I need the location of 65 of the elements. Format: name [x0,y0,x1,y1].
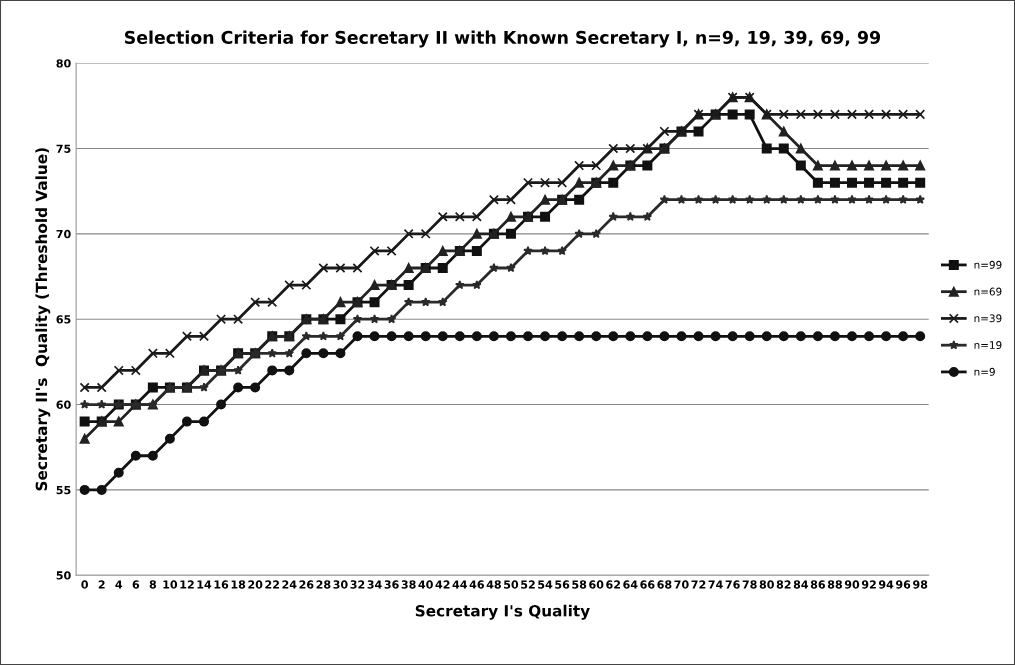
x-tick-label: 50 [504,580,519,589]
x-tick-label: 68 [657,580,672,589]
x-tick-label: 30 [333,580,348,589]
x-tick-label: 60 [589,580,604,589]
x-tick-label: 12 [180,580,194,589]
x-tick-label: 34 [367,580,382,589]
x-tick-label: 96 [895,580,911,589]
x-axis-title: Secretary I's Quality [415,604,590,620]
x-tick-label: 44 [452,580,468,589]
x-tick-label: 48 [486,580,501,589]
x-tick-label: 92 [861,580,876,589]
x-tick-label: 38 [401,580,416,589]
x-tick-label: 64 [623,580,638,589]
legend-label: n=39 [974,314,1002,323]
chart-title: Selection Criteria for Secretary II with Known Secretary I, n=9, 19, 39, 69, 99 [124,30,881,48]
y-tick-label: 60 [56,400,71,409]
x-tick-label: 20 [248,580,263,589]
y-tick-label: 55 [56,486,71,495]
x-tick-label: 70 [674,580,689,589]
x-tick-label: 72 [691,580,706,589]
x-tick-label: 84 [793,580,809,589]
x-tick-label: 2 [98,580,105,589]
x-tick-label: 24 [282,580,297,589]
y-tick-label: 75 [56,144,71,153]
y-axis-title: Secretary II's Quality (Threshold Value) [35,148,51,491]
x-tick-label: 46 [469,580,484,589]
x-tick-label: 56 [555,580,570,589]
y-tick-label: 50 [56,571,71,580]
legend-label: n=9 [974,367,995,376]
x-tick-label: 0 [81,580,88,589]
legend-label: n=19 [974,341,1002,349]
y-tick-label: 70 [56,229,71,239]
y-tick-label: 80 [56,59,71,68]
x-tick-label: 82 [776,580,791,589]
x-tick-label: 74 [708,580,723,589]
x-tick-label: 66 [640,580,655,589]
x-tick-label: 36 [384,580,399,589]
x-tick-label: 32 [350,580,365,589]
x-tick-label: 18 [231,580,246,589]
x-tick-label: 16 [214,580,229,589]
x-tick-label: 8 [149,580,157,589]
x-tick-label: 54 [538,580,553,589]
x-tick-label: 26 [299,580,314,589]
x-tick-label: 52 [521,580,535,589]
x-tick-label: 58 [572,580,587,589]
y-tick-label: 65 [56,315,71,324]
x-tick-label: 86 [810,580,826,589]
x-tick-label: 42 [435,580,450,589]
x-tick-label: 78 [742,580,757,589]
x-tick-label: 22 [265,580,279,589]
x-tick-label: 88 [827,580,842,589]
x-tick-label: 98 [913,580,928,589]
x-tick-label: 10 [163,580,178,589]
x-tick-label: 62 [606,580,621,589]
x-tick-label: 90 [844,580,860,589]
x-tick-label: 4 [115,580,123,589]
x-tick-label: 76 [725,580,740,589]
x-tick-label: 6 [132,580,140,589]
x-tick-label: 14 [197,580,212,589]
legend-label: n=69 [974,287,1002,296]
x-tick-label: 94 [878,580,894,589]
x-tick-label: 28 [316,580,331,589]
x-tick-label: 80 [759,580,774,589]
legend-label: n=99 [974,260,1002,269]
x-tick-label: 40 [418,580,433,589]
